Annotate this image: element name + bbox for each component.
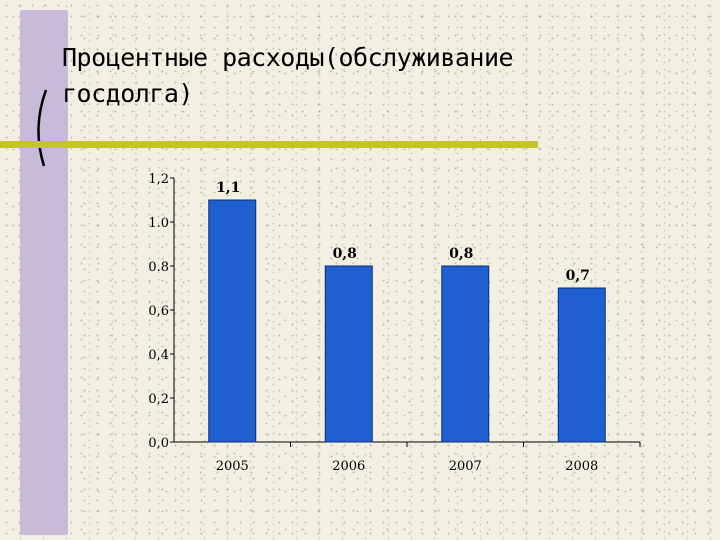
x-tick-label: 2005 (216, 459, 249, 474)
bar-value-label: 0,8 (449, 246, 473, 262)
y-tick-label: 0,6 (148, 304, 169, 319)
y-tick-label: 0.8 (148, 260, 169, 275)
bracket-ornament (37, 89, 48, 167)
y-tick-label: 0,0 (148, 436, 169, 451)
x-tick-label: 2007 (449, 459, 482, 474)
bar (208, 199, 257, 443)
bar (441, 265, 490, 443)
bar-value-label: 0,7 (566, 268, 590, 284)
title-underline (0, 141, 538, 148)
x-tick-label: 2008 (565, 459, 598, 474)
y-tick-label: 0,4 (148, 348, 169, 363)
x-tick-label: 2006 (332, 459, 365, 474)
bar (324, 265, 373, 443)
bar (557, 287, 606, 443)
bar-value-label: 0,8 (333, 246, 357, 262)
y-tick-label: 1,2 (148, 172, 169, 187)
y-tick-label: 1.0 (148, 216, 169, 231)
bar-value-label: 1,1 (216, 180, 240, 196)
y-tick-label: 0,2 (148, 392, 169, 407)
slide-title: Процентные расходы(обслуживание госдолга… (62, 43, 514, 108)
